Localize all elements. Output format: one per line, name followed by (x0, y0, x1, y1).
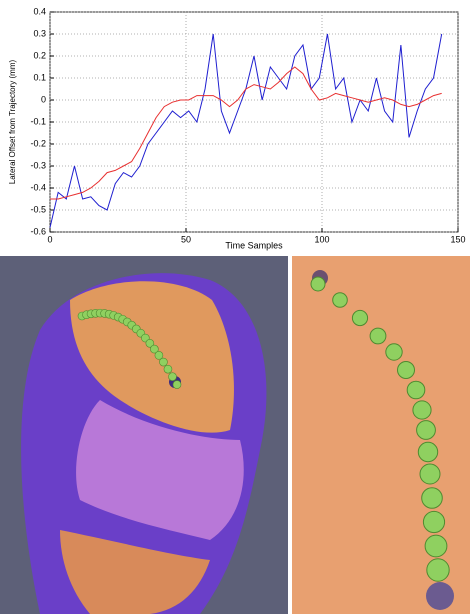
bead (423, 511, 444, 532)
y-tick-label: 0.4 (33, 6, 46, 16)
bead (370, 328, 386, 344)
bead (422, 488, 443, 509)
bead (425, 535, 447, 557)
bead (418, 442, 437, 461)
bead (333, 293, 348, 308)
y-tick-label: -0.3 (30, 160, 46, 170)
y-tick-label: -0.2 (30, 138, 46, 148)
bead (420, 464, 440, 484)
bead (427, 559, 449, 581)
trajectory-closeup (292, 256, 470, 614)
y-tick-label: -0.5 (30, 204, 46, 214)
y-tick-label: -0.6 (30, 226, 46, 236)
skull-render (0, 256, 288, 614)
y-tick-label: -0.1 (30, 116, 46, 126)
bead (173, 381, 181, 389)
bead (352, 310, 367, 325)
bead (407, 381, 425, 399)
bead (417, 421, 436, 440)
figure: Time Samples Lateral Offset from Traject… (0, 0, 470, 614)
bead (386, 344, 402, 360)
y-tick-label: 0.3 (33, 28, 46, 38)
bead (413, 401, 431, 419)
bead (311, 277, 325, 291)
x-tick-label: 50 (181, 234, 191, 244)
bead (164, 365, 172, 373)
bead (168, 373, 176, 381)
y-tick-label: 0.2 (33, 50, 46, 60)
y-axis-label: Lateral Offset from Trajectory (mm) (8, 60, 17, 185)
x-tick-label: 100 (314, 234, 329, 244)
bead (398, 362, 415, 379)
bead (159, 358, 167, 366)
x-tick-label: 0 (47, 234, 52, 244)
x-axis-label: Time Samples (225, 240, 283, 250)
x-tick-label: 150 (450, 234, 465, 244)
y-tick-label: 0 (41, 94, 46, 104)
y-tick-label: -0.4 (30, 182, 46, 192)
y-tick-label: 0.1 (33, 72, 46, 82)
